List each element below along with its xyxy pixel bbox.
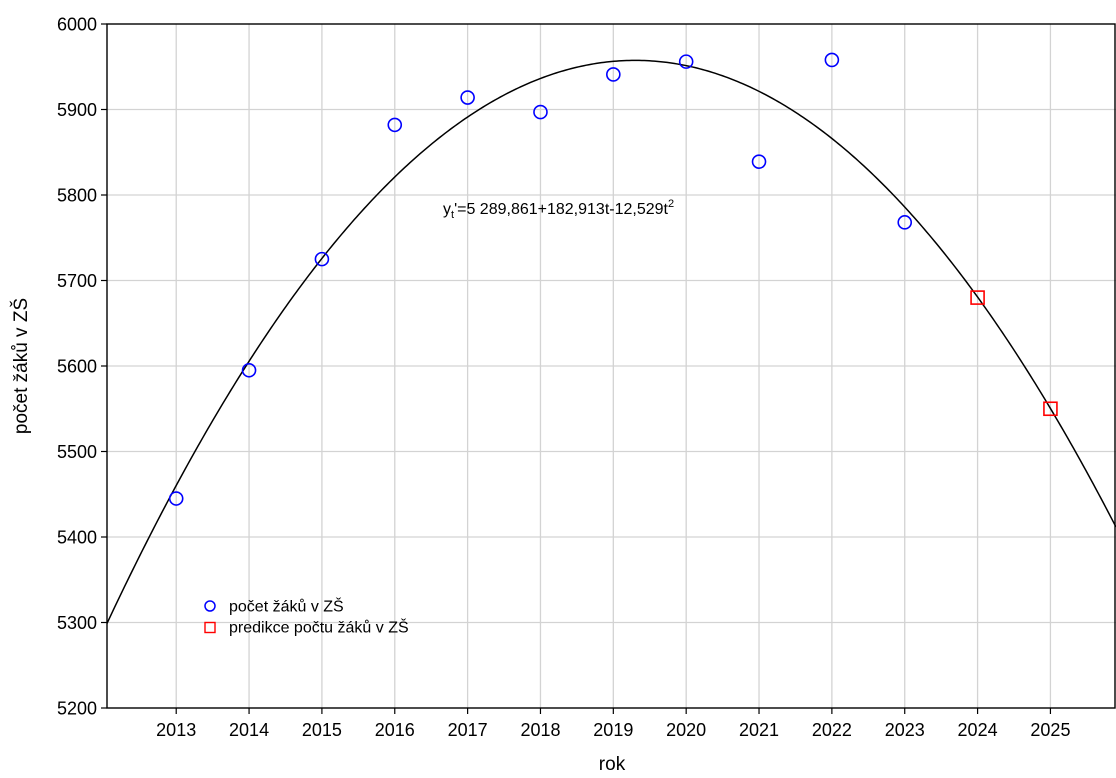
x-tick-label: 2023 <box>885 720 925 740</box>
observed-point <box>606 67 621 82</box>
observed-point <box>241 362 257 378</box>
x-tick-label: 2015 <box>302 720 342 740</box>
x-tick-label: 2019 <box>593 720 633 740</box>
trend-curve-group <box>107 59 1116 624</box>
y-tick-labels: 5200 5300 5400 5500 5600 5700 5800 5900 6000 <box>57 15 97 719</box>
observed-point <box>751 154 767 169</box>
x-axis-title: rok <box>599 754 626 775</box>
y-tick-label: 5700 <box>57 271 97 291</box>
x-tick-label: 2022 <box>812 720 852 740</box>
trend-curve <box>107 59 1116 624</box>
observed-point <box>460 90 475 105</box>
equation-body: '=5 289,861+182,913t-12,529t <box>454 201 668 218</box>
x-tick-labels: 2013 2014 2015 2016 2017 2018 2019 2020 2021 2022… <box>156 720 1070 740</box>
y-tick-label: 5200 <box>57 699 97 719</box>
observed-point <box>824 52 840 68</box>
grid-lines <box>107 24 1116 708</box>
observed-point <box>168 491 184 506</box>
equation-subscript: t <box>451 209 454 221</box>
y-tick-label: 5400 <box>57 528 97 548</box>
y-tick-label: 5500 <box>57 442 97 462</box>
axis-ticks <box>101 23 1052 714</box>
observed-point <box>314 251 330 267</box>
observed-point <box>678 54 694 69</box>
x-tick-label: 2013 <box>156 720 196 740</box>
x-tick-label: 2021 <box>739 720 779 740</box>
y-tick-label: 5300 <box>57 613 97 633</box>
y-tick-label: 5600 <box>57 357 97 377</box>
x-tick-label: 2014 <box>229 720 269 740</box>
x-tick-label: 2016 <box>375 720 415 740</box>
x-tick-label: 2017 <box>448 720 488 740</box>
equation-prefix: y <box>443 201 451 218</box>
predicted-point <box>970 290 985 305</box>
x-tick-label: 2024 <box>958 720 998 740</box>
equation-superscript: 2 <box>668 198 674 210</box>
legend-label-prediction: predikce počtu žáků v ZŠ <box>229 618 409 637</box>
x-tick-label: 2018 <box>520 720 560 740</box>
x-tick-label: 2020 <box>666 720 706 740</box>
legend-marker-circle <box>204 600 216 612</box>
y-tick-label: 5800 <box>57 186 97 206</box>
predicted-point <box>1043 401 1058 417</box>
observed-point <box>897 215 913 230</box>
observed-point <box>387 117 403 133</box>
y-axis-title: počet žáků v ZŠ <box>10 298 32 434</box>
legend-label-observed: počet žáků v ZŠ <box>229 597 344 616</box>
x-tick-label: 2025 <box>1030 720 1070 740</box>
y-tick-label: 5900 <box>57 100 97 120</box>
legend-marker-square <box>204 621 216 634</box>
data-points <box>168 52 1058 506</box>
plot-frame <box>106 23 1116 709</box>
y-tick-label: 6000 <box>57 15 97 35</box>
legend: počet žáků v ZŠ predikce počtu žáků v ZŠ <box>204 597 409 637</box>
observed-point <box>533 104 548 120</box>
trend-equation: yt'=5 289,861+182,913t-12,529t2 <box>443 198 674 221</box>
